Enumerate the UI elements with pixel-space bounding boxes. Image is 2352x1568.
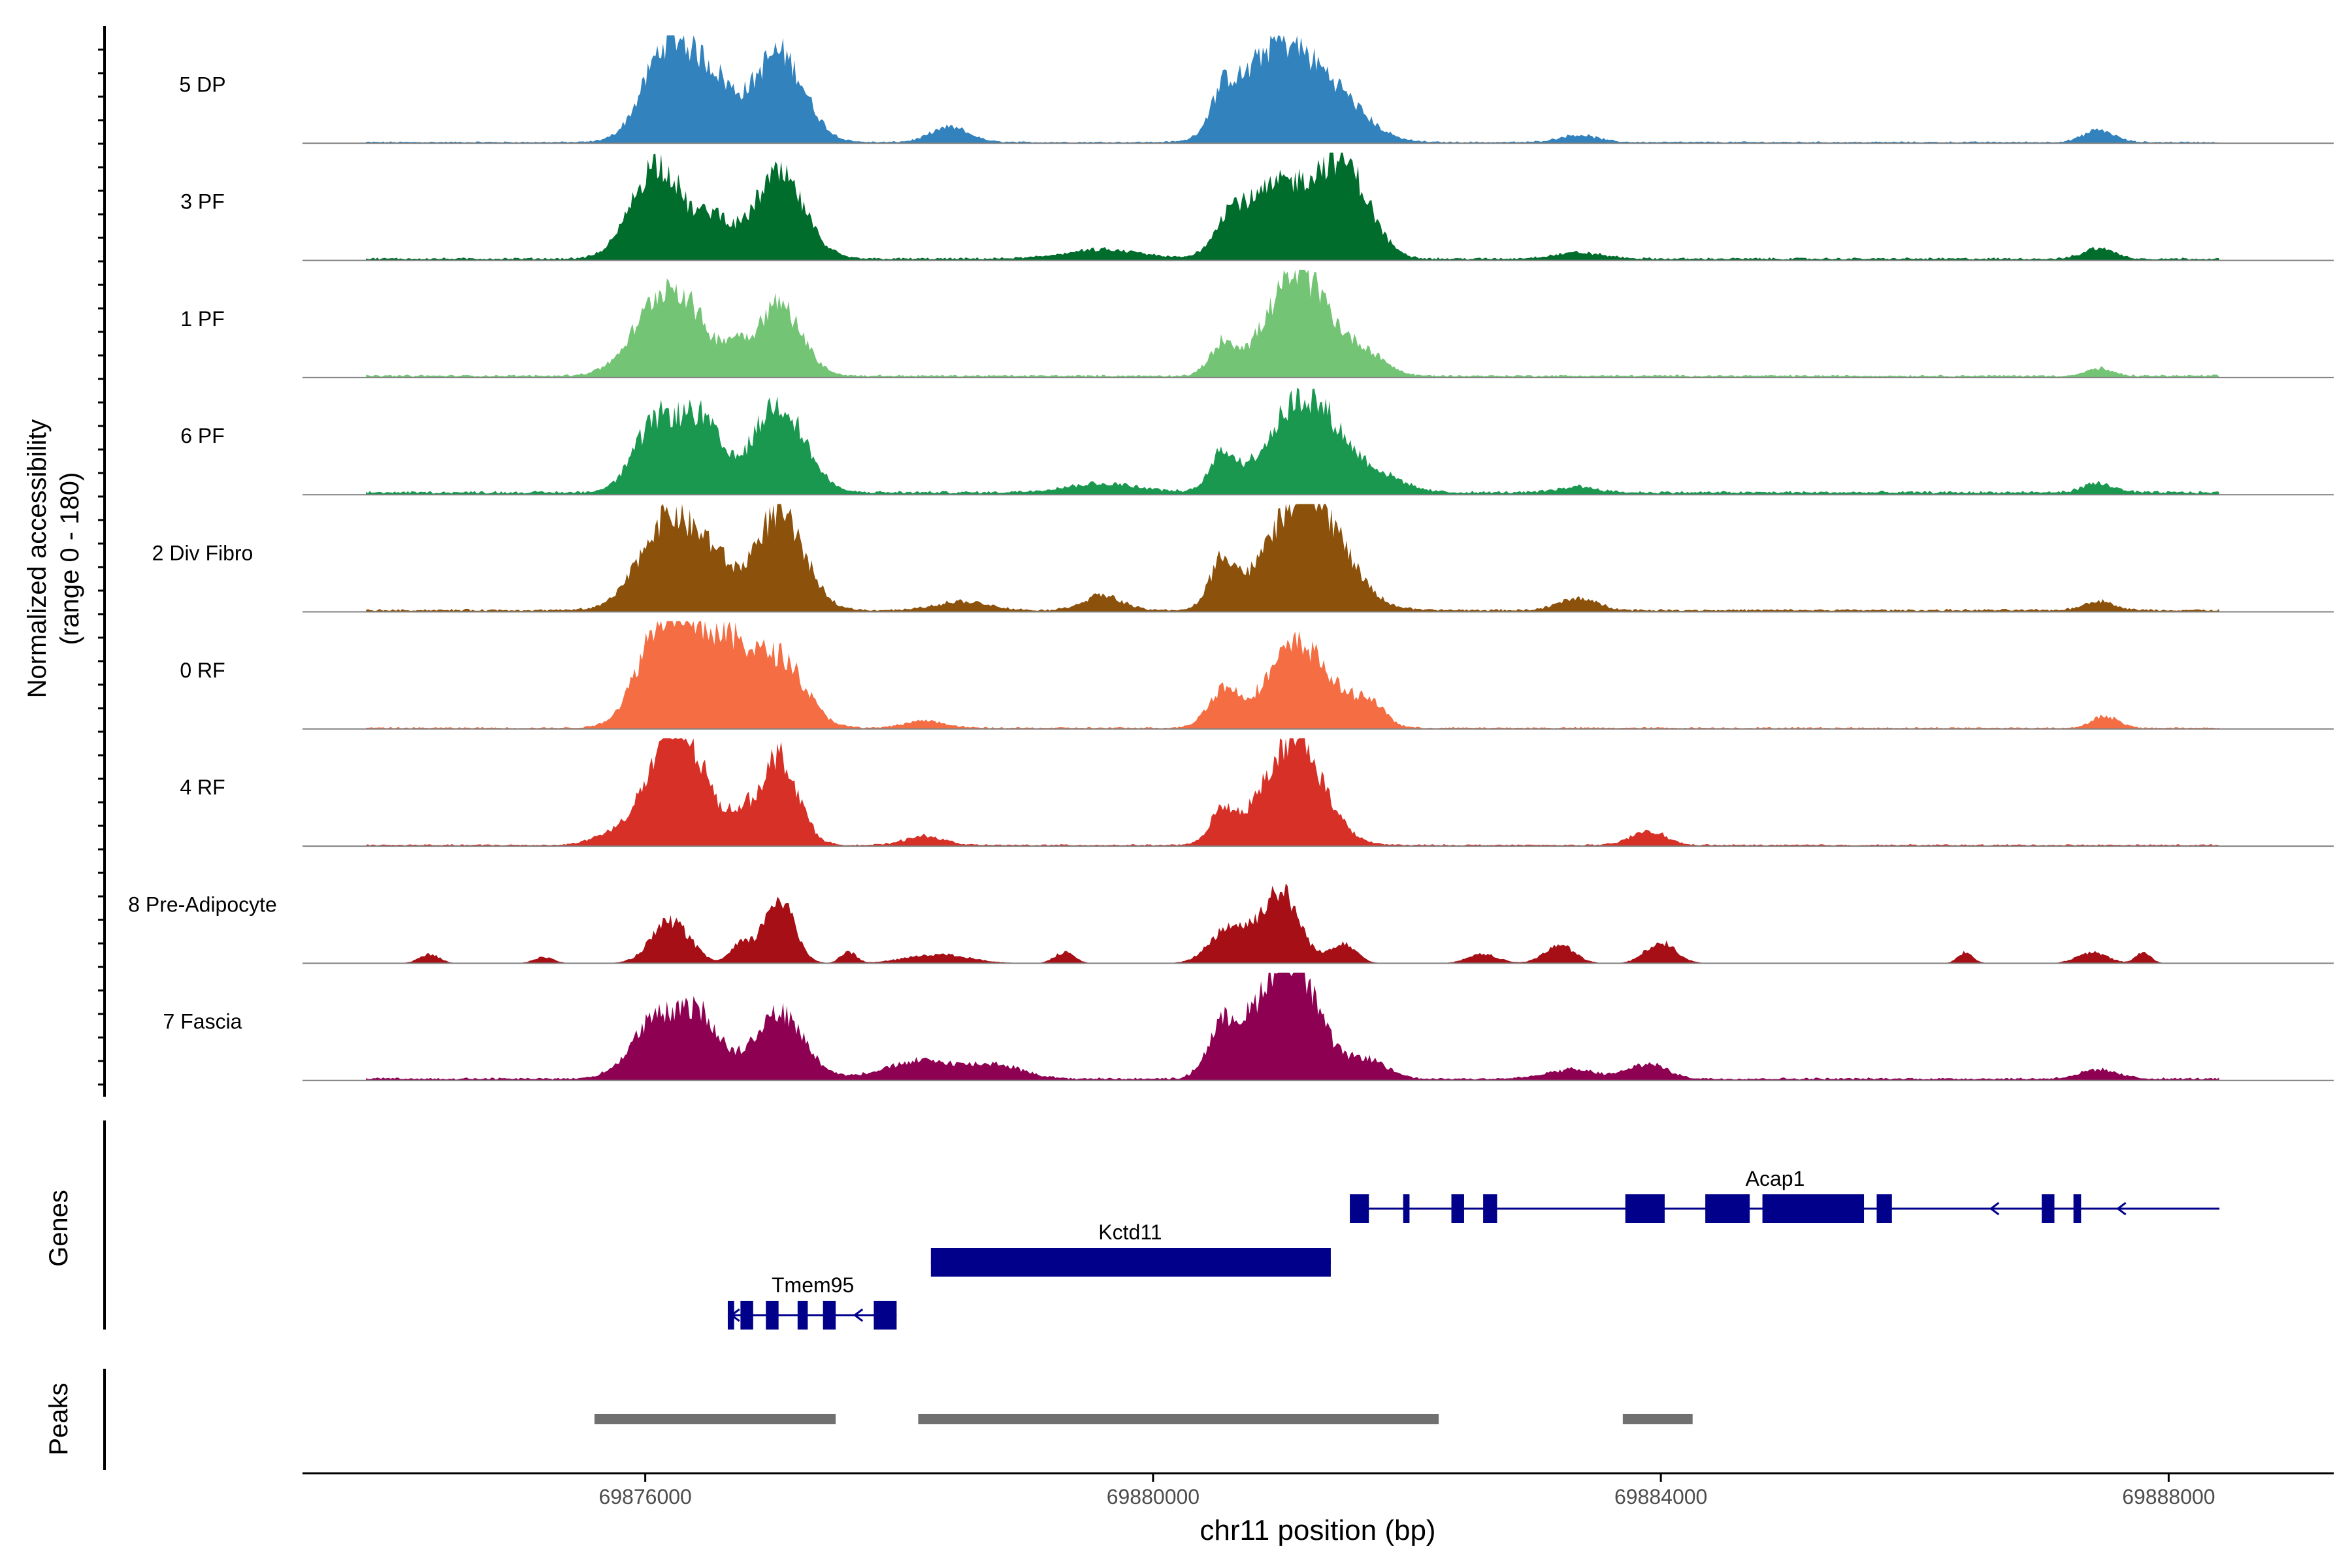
peak-bar	[918, 1414, 1439, 1424]
genes-panel-label: Genes	[44, 1190, 73, 1267]
track-label: 7 Fascia	[163, 1010, 242, 1034]
track-1-pf: 1 PF	[180, 269, 2334, 378]
gene-exon	[2042, 1194, 2055, 1223]
x-tick-label: 69884000	[1614, 1485, 1707, 1509]
strand-arrow	[2116, 1201, 2127, 1216]
track-area	[366, 269, 2220, 378]
track-5-dp: 5 DP	[179, 35, 2334, 144]
gene-exon	[823, 1301, 836, 1330]
track-0-rf: 0 RF	[180, 621, 2334, 730]
gene-exon	[1350, 1194, 1369, 1223]
track-label: 4 RF	[180, 776, 225, 799]
gene-label: Kctd11	[1098, 1220, 1162, 1244]
x-axis-ticks: 69876000 69880000 69884000 69888000	[598, 1473, 2215, 1509]
track-area	[366, 883, 2220, 964]
gene-tmem95: Tmem95	[727, 1273, 897, 1330]
x-tick-label: 69888000	[2122, 1485, 2215, 1509]
strand-arrow	[730, 1308, 740, 1322]
strand-arrow	[853, 1308, 864, 1322]
gene-exon	[1403, 1194, 1410, 1223]
y-axis-label-line2: (range 0 - 180)	[56, 472, 84, 645]
gene-exon	[2073, 1194, 2082, 1223]
gene-annotations: Acap1 Kctd11 Tmem95	[727, 1167, 2220, 1330]
track-3-pf: 3 PF	[180, 152, 2334, 261]
track-2-div-fibro: 2 Div Fibro	[152, 504, 2334, 613]
peak-regions	[594, 1414, 1693, 1424]
gene-exon	[1705, 1194, 1750, 1223]
track-7-fascia: 7 Fascia	[163, 972, 2334, 1081]
track-area	[366, 35, 2220, 144]
track-area	[366, 387, 2220, 495]
gene-acap1: Acap1	[1350, 1167, 2220, 1223]
gene-exon	[1451, 1194, 1464, 1223]
gene-exon	[766, 1301, 779, 1330]
track-area	[366, 621, 2220, 729]
peaks-panel-label: Peaks	[44, 1382, 73, 1455]
coverage-tracks: 5 DP 3 PF 1 PF 6 PF 2 Div Fibro 0 RF 4 RF 8 Pre…	[128, 35, 2334, 1081]
gene-exon	[1762, 1194, 1865, 1223]
coverage-y-axis	[98, 26, 106, 1097]
track-label: 8 Pre-Adipocyte	[128, 892, 277, 916]
peak-bar	[594, 1414, 836, 1424]
track-label: 5 DP	[179, 73, 225, 96]
gene-exon	[740, 1301, 753, 1330]
gene-exon	[930, 1248, 1331, 1277]
gene-exon	[1483, 1194, 1497, 1223]
track-area	[366, 972, 2220, 1081]
gene-label: Acap1	[1746, 1167, 1805, 1190]
gene-exon	[1876, 1194, 1892, 1223]
peak-bar	[1622, 1414, 1693, 1424]
track-area	[366, 738, 2220, 847]
gene-exon	[874, 1301, 897, 1330]
track-label: 3 PF	[180, 190, 225, 214]
strand-arrow	[1989, 1201, 2000, 1216]
track-label: 0 RF	[180, 659, 225, 682]
track-4-rf: 4 RF	[180, 738, 2334, 847]
gene-exon	[1625, 1194, 1665, 1223]
track-label: 6 PF	[180, 424, 225, 448]
gene-label: Tmem95	[772, 1273, 854, 1297]
track-label: 2 Div Fibro	[152, 541, 253, 564]
x-axis-label: chr11 position (bp)	[1200, 1514, 1435, 1546]
y-axis-label-line1: Normalized accessibility	[23, 419, 52, 698]
x-tick-label: 69876000	[598, 1485, 691, 1509]
track-8-pre-adipocyte: 8 Pre-Adipocyte	[128, 883, 2334, 964]
track-6-pf: 6 PF	[180, 387, 2334, 496]
x-tick-label: 69880000	[1107, 1485, 1200, 1509]
gene-kctd11: Kctd11	[930, 1220, 1331, 1277]
gene-exon	[797, 1301, 808, 1330]
track-area	[366, 152, 2220, 261]
track-label: 1 PF	[180, 307, 225, 331]
track-area	[366, 504, 2220, 612]
